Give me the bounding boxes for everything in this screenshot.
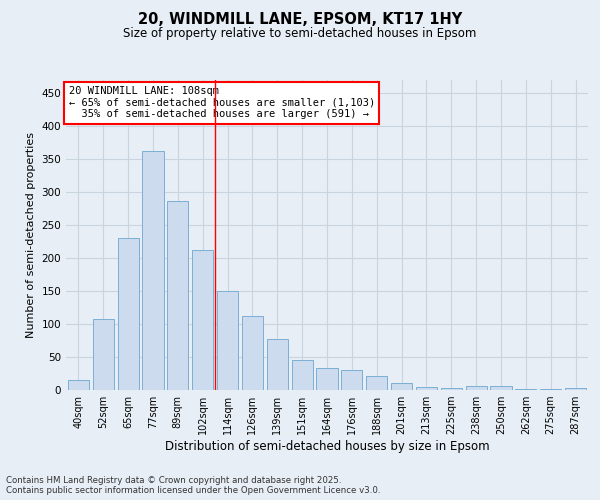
Bar xyxy=(93,319,114,390)
Bar xyxy=(217,291,238,390)
Bar xyxy=(118,238,139,390)
Bar xyxy=(366,376,387,390)
Bar xyxy=(565,388,586,390)
Bar xyxy=(466,386,487,390)
Bar xyxy=(242,316,263,390)
X-axis label: Distribution of semi-detached houses by size in Epsom: Distribution of semi-detached houses by … xyxy=(164,440,490,453)
Text: Size of property relative to semi-detached houses in Epsom: Size of property relative to semi-detach… xyxy=(124,28,476,40)
Bar xyxy=(441,388,462,390)
Bar xyxy=(68,380,89,390)
Bar xyxy=(167,202,188,390)
Bar xyxy=(515,388,536,390)
Bar xyxy=(391,384,412,390)
Bar xyxy=(142,151,164,390)
Bar xyxy=(341,370,362,390)
Text: Contains HM Land Registry data © Crown copyright and database right 2025.
Contai: Contains HM Land Registry data © Crown c… xyxy=(6,476,380,495)
Y-axis label: Number of semi-detached properties: Number of semi-detached properties xyxy=(26,132,36,338)
Bar xyxy=(490,386,512,390)
Bar xyxy=(292,360,313,390)
Text: 20 WINDMILL LANE: 108sqm
← 65% of semi-detached houses are smaller (1,103)
  35%: 20 WINDMILL LANE: 108sqm ← 65% of semi-d… xyxy=(68,86,375,120)
Bar xyxy=(316,368,338,390)
Bar xyxy=(267,338,288,390)
Bar xyxy=(192,250,213,390)
Text: 20, WINDMILL LANE, EPSOM, KT17 1HY: 20, WINDMILL LANE, EPSOM, KT17 1HY xyxy=(138,12,462,28)
Bar xyxy=(416,386,437,390)
